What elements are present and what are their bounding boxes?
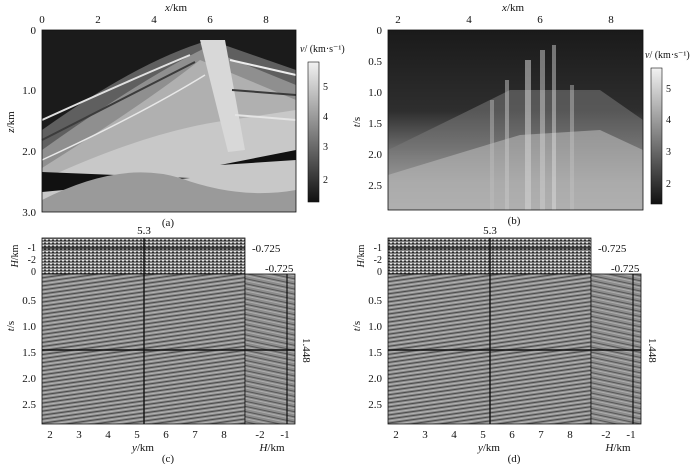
panel-c-h-tick: 0 — [31, 267, 36, 278]
panel-c-y-label: y/km — [131, 442, 154, 454]
panel-a-colorbar-label: v/ (km·s⁻¹) — [300, 44, 345, 55]
panel-c-hx-tick: -1 — [280, 429, 289, 441]
panel-b-colorbar-label: v/ (km·s⁻¹) — [645, 50, 690, 61]
panel-b-ytick: 0 — [377, 25, 383, 37]
panel-c-t-tick: 2.0 — [22, 373, 36, 385]
panel-d-y-tick: 2 — [393, 429, 399, 441]
panel-b-y-label: t/s — [351, 117, 363, 127]
panel-d-t-tick: 1.0 — [368, 321, 382, 333]
svg-text:x/km: x/km — [164, 2, 187, 14]
panel-d-y-tick: 4 — [451, 429, 457, 441]
panel-a-ytick: 1.0 — [22, 85, 36, 97]
panel-c-y-tick: 4 — [105, 429, 111, 441]
panel-a-colorbar — [307, 61, 320, 203]
panel-c: 5.3 -0.725 -0.725 1.448 -1 -2 0 H/km 0.5… — [5, 225, 312, 464]
panel-d-t-tick: 0.5 — [368, 295, 382, 307]
panel-a: 0 2 4 6 8 x/km 0 1.0 2.0 3.0 z/km v/ (km… — [5, 2, 345, 229]
panel-a-x-label: x/km — [164, 2, 187, 14]
panel-a-x-unit: /km — [170, 2, 188, 14]
panel-c-hx-label: H/km — [258, 442, 285, 454]
panel-c-y-tick: 5 — [134, 429, 140, 441]
panel-b-xtick: 2 — [395, 14, 401, 26]
panel-d-hx-tick: -1 — [626, 429, 635, 441]
panel-b-ytick: 2.5 — [368, 180, 382, 192]
panel-c-slice-right-label: -0.725 — [252, 243, 281, 255]
panel-d-slice-time-label: 1.448 — [646, 338, 658, 363]
panel-a-xtick: 6 — [207, 14, 213, 26]
panel-b: 2 4 6 8 x/km 0 0.5 1.0 1.5 2.0 2.5 t/s v… — [351, 2, 690, 227]
panel-c-y-tick: 2 — [47, 429, 53, 441]
panel-a-image — [41, 30, 297, 212]
panel-a-colorbar-tick: 3 — [323, 142, 328, 153]
panel-c-t-tick: 2.5 — [22, 399, 36, 411]
panel-d-h-tick: 0 — [377, 267, 382, 278]
panel-c-h-tick: -2 — [28, 255, 36, 266]
panel-a-xtick: 8 — [263, 14, 269, 26]
panel-b-xtick: 8 — [608, 14, 614, 26]
panel-d-hx-label: H/km — [604, 442, 631, 454]
panel-d-slice-top-label: 5.3 — [483, 225, 497, 237]
panel-b-ytick: 1.0 — [368, 87, 382, 99]
panel-d-caption: (d) — [508, 453, 521, 464]
panel-c-hx-tick: -2 — [255, 429, 264, 441]
panel-d-t-tick: 1.5 — [368, 347, 382, 359]
panel-a-x-var: x — [164, 2, 170, 14]
panel-d-t-label: t/s — [351, 321, 363, 331]
panel-a-colorbar-tick: 4 — [323, 112, 328, 123]
panel-a-ytick: 0 — [31, 25, 37, 37]
panel-c-slice-right-label-lower: -0.725 — [265, 263, 294, 275]
panel-b-ytick: 0.5 — [368, 56, 382, 68]
panel-b-colorbar-tick: 3 — [666, 147, 671, 158]
panel-b-colorbar — [650, 67, 663, 205]
panel-a-colorbar-tick: 5 — [323, 82, 328, 93]
panel-c-slice-time-label: 1.448 — [300, 338, 312, 363]
panel-a-y-label: z/km — [5, 111, 17, 134]
panel-d-slice-right-label-lower: -0.725 — [611, 263, 640, 275]
panel-d-h-tick: -2 — [374, 255, 382, 266]
panel-c-t-tick: 1.5 — [22, 347, 36, 359]
panel-c-t-label: t/s — [5, 321, 17, 331]
panel-d-y-tick: 6 — [509, 429, 515, 441]
panel-b-x-label: x/km — [501, 2, 524, 14]
panel-d-hx-tick: -2 — [601, 429, 610, 441]
panel-d-h-tick: -1 — [374, 243, 382, 254]
panel-c-y-tick: 3 — [76, 429, 82, 441]
panel-a-colorbar-tick: 2 — [323, 175, 328, 186]
panel-c-y-tick: 6 — [163, 429, 169, 441]
panel-b-xtick: 6 — [537, 14, 543, 26]
panel-b-colorbar-tick: 5 — [666, 84, 671, 95]
panel-c-t-tick: 1.0 — [22, 321, 36, 333]
panel-d-y-tick: 5 — [480, 429, 486, 441]
panel-b-xtick: 4 — [466, 14, 472, 26]
panel-a-xtick: 0 — [39, 14, 45, 26]
panel-a-xtick: 2 — [95, 14, 101, 26]
panel-b-colorbar-tick: 2 — [666, 179, 671, 190]
panel-c-t-tick: 0.5 — [22, 295, 36, 307]
panel-b-image — [388, 30, 643, 210]
panel-c-caption: (c) — [162, 453, 175, 464]
panel-d-t-tick: 2.5 — [368, 399, 382, 411]
panel-b-caption: (b) — [508, 215, 521, 227]
panel-d-y-tick: 3 — [422, 429, 428, 441]
panel-b-colorbar-tick: 4 — [666, 115, 671, 126]
panel-d-t-tick: 2.0 — [368, 373, 382, 385]
panel-d: 5.3 -0.725 -0.725 1.448 -1 -2 0 H/km 0.5… — [351, 225, 658, 464]
panel-d-slice-right-label: -0.725 — [598, 243, 627, 255]
panel-c-h-tick: -1 — [28, 243, 36, 254]
panel-d-y-label: y/km — [477, 442, 500, 454]
panel-a-xtick: 4 — [151, 14, 157, 26]
panel-b-ytick: 1.5 — [368, 118, 382, 130]
panel-d-y-tick: 8 — [567, 429, 573, 441]
panel-c-slice-top-label: 5.3 — [137, 225, 151, 237]
panel-d-h-label: H/km — [356, 244, 367, 268]
panel-a-ytick: 3.0 — [22, 207, 36, 219]
panel-a-caption: (a) — [162, 217, 175, 229]
panel-c-h-label: H/km — [10, 244, 21, 268]
panel-c-y-tick: 8 — [221, 429, 227, 441]
panel-b-ytick: 2.0 — [368, 149, 382, 161]
panel-d-y-tick: 7 — [538, 429, 544, 441]
panel-a-ytick: 2.0 — [22, 146, 36, 158]
panel-c-y-tick: 7 — [192, 429, 198, 441]
